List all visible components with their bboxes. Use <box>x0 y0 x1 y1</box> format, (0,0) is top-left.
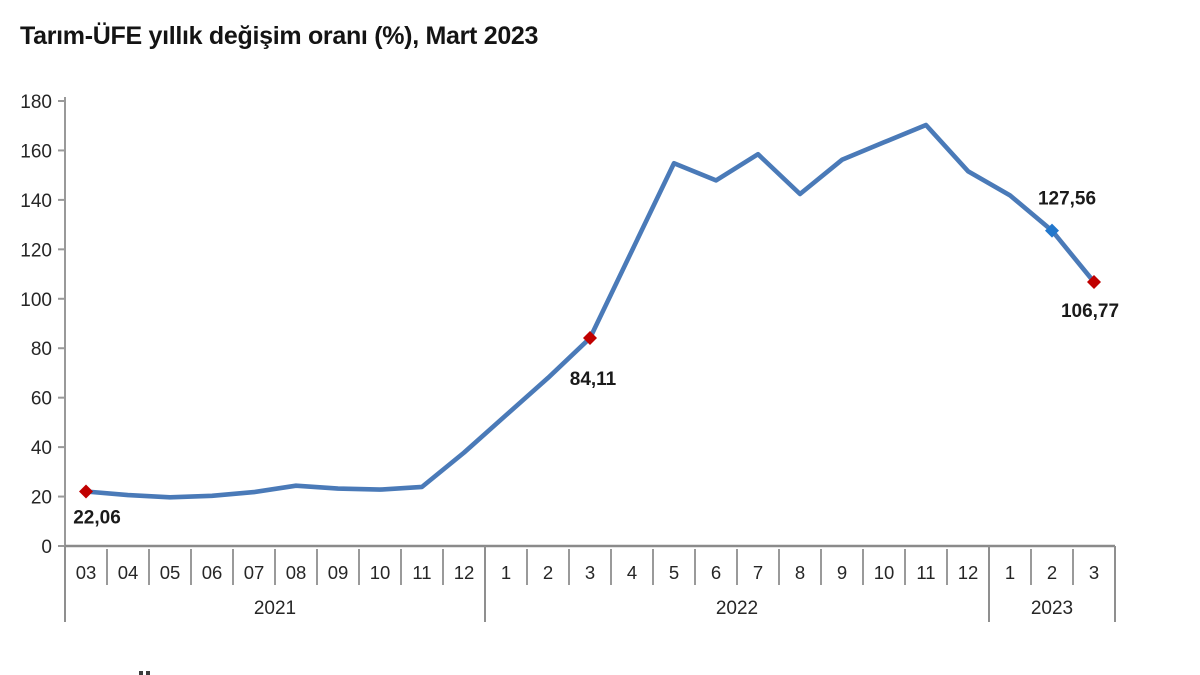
x-tick-label: 4 <box>627 562 637 583</box>
x-axis: 03 04 05 06 07 08 09 10 11 12 1 2 3 4 5 6 7 8 9 10 11 12 1 2 320… <box>64 544 1116 622</box>
clipped-legend-artifact <box>139 671 143 675</box>
x-tick-label: 11 <box>916 562 935 583</box>
year-group-label: 2022 <box>716 598 758 619</box>
x-tick-label: 03 <box>76 562 97 583</box>
data-point-marker <box>1045 223 1059 238</box>
series-line <box>83 122 1097 500</box>
x-tick-label: 2 <box>543 562 553 583</box>
x-tick-label: 1 <box>1005 562 1015 583</box>
chart-title: Tarım-ÜFE yıllık değişim oranı (%), Mart… <box>20 22 539 50</box>
x-tick-label: 2 <box>1047 562 1057 583</box>
x-tick-label: 6 <box>711 562 721 583</box>
year-group-label: 2021 <box>254 598 296 619</box>
x-tick-label: 3 <box>1089 562 1099 583</box>
data-point-marker <box>79 484 93 499</box>
y-tick-label: 180 <box>20 92 52 113</box>
x-tick-label: 04 <box>118 562 139 583</box>
y-tick-label: 20 <box>31 488 52 509</box>
x-tick-label: 09 <box>328 562 349 583</box>
y-tick-label: 160 <box>20 141 52 162</box>
y-axis: 0 20 40 60 80 100 120 140 160 180 <box>20 92 66 622</box>
x-tick-label: 11 <box>412 562 431 583</box>
x-tick-label: 08 <box>286 562 307 583</box>
data-point-label: 127,56 <box>1038 189 1096 210</box>
y-tick-label: 120 <box>20 240 52 261</box>
year-group-label: 2023 <box>1031 598 1073 619</box>
annotations: 22,06 84,11 127,56 106,77 <box>73 189 1119 529</box>
x-tick-label: 7 <box>753 562 763 583</box>
y-tick-label: 100 <box>20 290 52 311</box>
x-tick-label: 9 <box>837 562 847 583</box>
data-point-label: 84,11 <box>570 369 617 390</box>
x-tick-label: 10 <box>370 562 391 583</box>
x-tick-label: 12 <box>454 562 475 583</box>
data-point-marker <box>1087 275 1101 290</box>
x-tick-label: 06 <box>202 562 223 583</box>
y-tick-label: 80 <box>31 339 52 360</box>
x-tick-label: 5 <box>669 562 679 583</box>
data-point-marker <box>583 331 597 346</box>
x-tick-label: 8 <box>795 562 805 583</box>
x-tick-label: 1 <box>501 562 511 583</box>
y-tick-label: 0 <box>41 537 52 558</box>
y-tick-label: 60 <box>31 389 52 410</box>
y-tick-label: 140 <box>20 191 52 212</box>
x-tick-label: 12 <box>958 562 979 583</box>
y-tick-label: 40 <box>31 438 52 459</box>
x-tick-label: 05 <box>160 562 181 583</box>
x-tick-label: 10 <box>874 562 895 583</box>
data-point-label: 22,06 <box>73 507 121 528</box>
x-tick-label: 3 <box>585 562 595 583</box>
data-point-label: 106,77 <box>1061 301 1119 322</box>
x-tick-label: 07 <box>244 562 265 583</box>
